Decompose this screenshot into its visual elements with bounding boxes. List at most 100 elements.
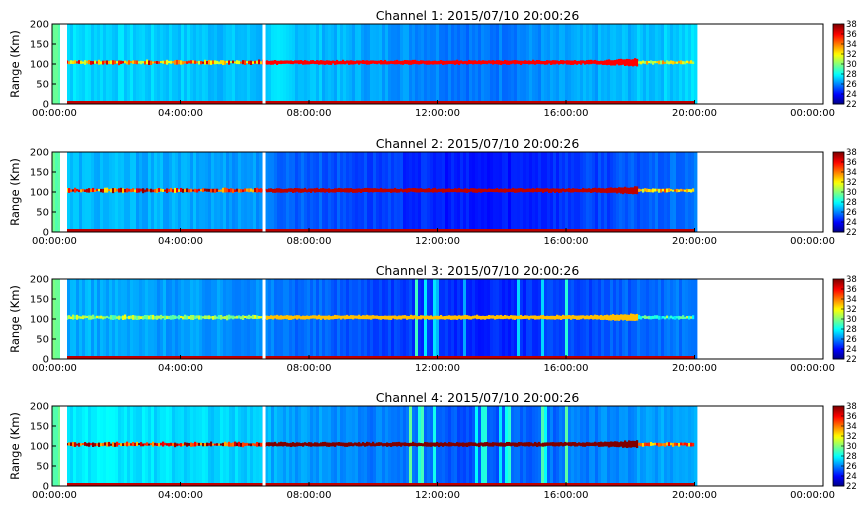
layer-cell	[350, 315, 353, 319]
layer-cell	[284, 60, 287, 64]
heatmap-column	[277, 24, 281, 104]
layer-cell	[540, 315, 543, 319]
heatmap-column	[460, 24, 464, 104]
layer-cell	[118, 188, 121, 193]
layer-cell	[618, 58, 621, 66]
channel-panel-2: Channel 2: 2015/07/10 20:00:260501001502…	[8, 136, 857, 247]
layer-cell	[668, 316, 671, 320]
colorbar-cell	[833, 341, 844, 344]
layer-cell	[148, 315, 151, 320]
heatmap-column	[367, 406, 371, 486]
layer-cell	[646, 60, 649, 65]
layer-cell	[198, 315, 201, 320]
layer-cell	[366, 60, 369, 65]
layer-cell	[646, 442, 649, 446]
layer-cell	[406, 60, 409, 65]
layer-cell	[382, 60, 385, 65]
colorbar-cell	[833, 468, 844, 471]
colorbar-cell	[833, 484, 844, 487]
colorbar-cell	[833, 406, 844, 409]
heatmap-column	[244, 279, 248, 359]
heatmap-column	[673, 24, 677, 104]
layer-cell	[552, 442, 555, 447]
heatmap-column	[253, 24, 257, 104]
colorbar-tick-label: 26	[846, 462, 857, 472]
layer-cell	[96, 61, 99, 64]
layer-cell	[342, 315, 345, 319]
layer-cell	[288, 443, 291, 447]
layer-cell	[544, 442, 547, 447]
layer-cell	[472, 315, 475, 319]
layer-cell	[242, 60, 245, 65]
layer-cell	[444, 315, 447, 320]
y-tick-label: 50	[36, 462, 49, 473]
layer-cell	[514, 442, 517, 447]
layer-cell	[532, 188, 535, 193]
layer-cell	[310, 442, 313, 447]
layer-cell	[474, 442, 477, 447]
layer-cell	[342, 188, 345, 193]
colorbar-tick-label: 24	[846, 90, 857, 100]
colorbar-tick-label: 30	[846, 315, 857, 325]
colorbar-cell	[833, 412, 844, 415]
colorbar-cell	[833, 432, 844, 435]
colorbar-cell	[833, 92, 844, 95]
layer-cell	[522, 316, 525, 320]
x-tick-label: 00:00:00	[790, 108, 835, 119]
y-tick-label: 100	[30, 315, 49, 326]
start-gap	[60, 152, 67, 232]
colorbar-cell	[833, 186, 844, 189]
layer-cell	[662, 443, 665, 446]
heatmap-column	[115, 24, 119, 104]
layer-cell	[354, 442, 357, 446]
layer-cell	[258, 188, 261, 193]
layer-cell	[458, 442, 461, 447]
layer-cell	[256, 442, 259, 447]
layer-cell	[246, 442, 249, 446]
layer-cell	[72, 314, 75, 320]
heatmap-column	[283, 24, 287, 104]
layer-cell	[300, 316, 303, 320]
heatmap-column	[571, 406, 575, 486]
layer-cell	[344, 442, 347, 447]
layer-cell	[666, 60, 669, 64]
layer-cell	[510, 60, 513, 65]
colorbar-cell	[833, 84, 844, 87]
colorbar-cell	[833, 345, 844, 348]
layer-cell	[576, 188, 579, 193]
layer-cell	[664, 188, 667, 193]
colorbar-tick-label: 28	[846, 70, 857, 80]
layer-cell	[484, 60, 487, 64]
heatmap-column	[55, 152, 59, 232]
layer-cell	[624, 186, 627, 194]
colorbar-cell	[833, 355, 844, 358]
layer-cell	[628, 440, 631, 448]
layer-cell	[208, 443, 211, 446]
heatmap-column	[355, 24, 359, 104]
layer-cell	[348, 442, 351, 447]
layer-cell	[558, 188, 561, 193]
heatmap-column	[439, 24, 443, 104]
layer-cell	[674, 442, 677, 446]
heatmap-column	[322, 279, 326, 359]
colorbar-tick-label: 34	[846, 168, 857, 178]
layer-cell	[150, 188, 153, 193]
layer-cell	[98, 188, 101, 192]
heatmap-column	[184, 24, 188, 104]
layer-cell	[224, 316, 227, 320]
layer-cell	[76, 188, 79, 192]
layer-cell	[502, 61, 505, 65]
layer-cell	[680, 442, 683, 446]
layer-cell	[98, 315, 101, 319]
layer-cell	[454, 443, 457, 447]
layer-cell	[634, 186, 637, 195]
colorbar-cell	[833, 66, 844, 69]
heatmap-column	[178, 152, 182, 232]
layer-cell	[602, 442, 605, 447]
layer-cell	[338, 187, 341, 193]
layer-cell	[582, 442, 585, 447]
heatmap-column	[337, 279, 341, 359]
layer-cell	[308, 315, 311, 320]
layer-cell	[446, 60, 449, 65]
